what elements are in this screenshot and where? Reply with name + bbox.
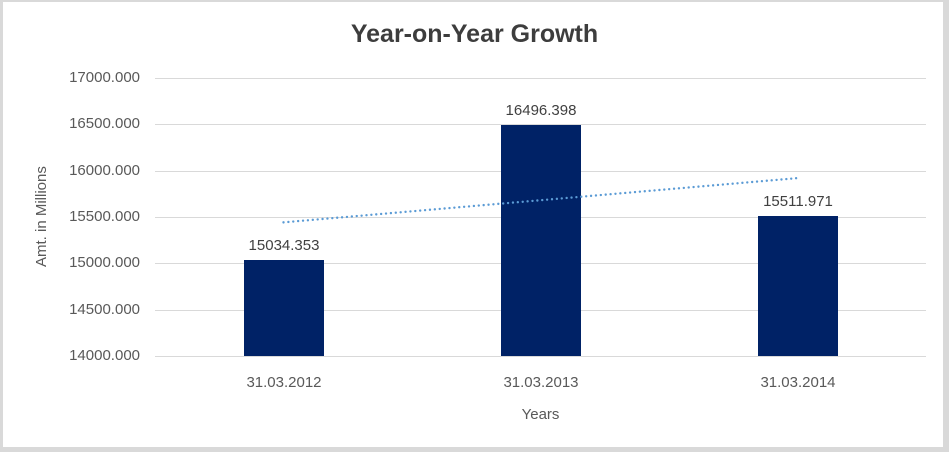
data-label: 15034.353 bbox=[248, 237, 320, 254]
x-axis-title: Years bbox=[521, 406, 560, 423]
y-tick-label: 15000.000 bbox=[69, 254, 140, 271]
bar-31.03.2014 bbox=[758, 216, 838, 356]
y-tick-label: 16000.000 bbox=[69, 162, 140, 179]
y-tick-label: 15500.000 bbox=[69, 208, 140, 225]
x-tick-label: 31.03.2013 bbox=[503, 374, 579, 391]
x-axis-line bbox=[155, 356, 926, 357]
y-axis-tick-labels: 17000.000 16500.000 16000.000 15500.000 1500… bbox=[0, 70, 140, 364]
gridline bbox=[155, 78, 926, 79]
x-axis-tick-labels: 31.03.2012 31.03.2013 31.03.2014 bbox=[155, 375, 926, 393]
y-tick-label: 17000.000 bbox=[69, 69, 140, 86]
gridline bbox=[155, 124, 926, 125]
x-tick-label: 31.03.2012 bbox=[246, 374, 322, 391]
trendline bbox=[282, 176, 799, 224]
plot-area: 15034.353 16496.398 15511.971 bbox=[155, 78, 926, 357]
y-tick-label: 14000.000 bbox=[69, 347, 140, 364]
y-tick-label: 16500.000 bbox=[69, 115, 140, 132]
trendline-layer bbox=[282, 176, 799, 224]
chart-title: Year-on-Year Growth bbox=[350, 20, 599, 48]
bar-31.03.2013 bbox=[501, 125, 581, 356]
x-tick-label: 31.03.2014 bbox=[760, 374, 836, 391]
data-label: 16496.398 bbox=[505, 102, 577, 119]
data-label: 15511.971 bbox=[763, 193, 833, 210]
y-tick-label: 14500.000 bbox=[69, 301, 140, 318]
bar-31.03.2012 bbox=[244, 260, 324, 356]
